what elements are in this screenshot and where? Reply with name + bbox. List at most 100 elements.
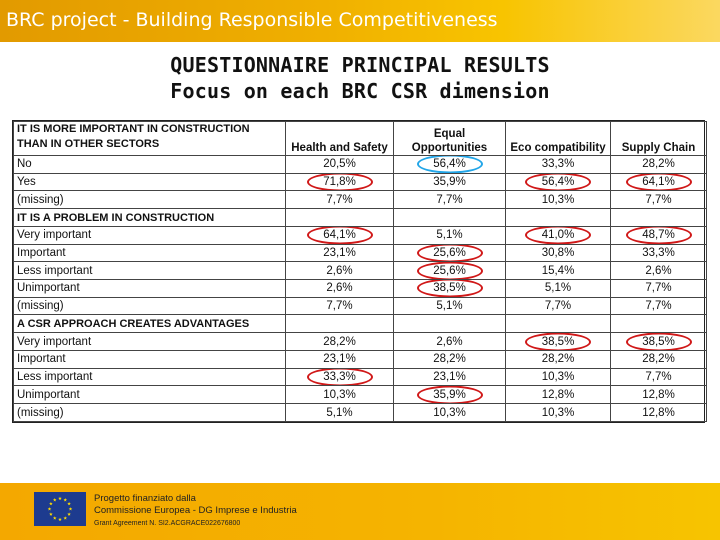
star-icon <box>52 498 57 502</box>
value-cell: 41,0% <box>505 225 611 245</box>
value-text: 38,5% <box>541 335 575 348</box>
value-cell: 7,7% <box>610 367 707 387</box>
value-cell: 10,3% <box>393 403 506 422</box>
value-cell: 7,7% <box>393 190 506 210</box>
value-text: 12,8% <box>642 406 675 419</box>
value-text: 10,3% <box>541 370 575 383</box>
star-icon <box>67 512 71 516</box>
value-text: 38,5% <box>642 335 675 348</box>
value-text: 12,8% <box>541 388 575 401</box>
table-row: (missing) 7,7% 5,1% 7,7% 7,7% <box>13 296 707 316</box>
row-label: Very important <box>13 332 286 351</box>
value-text: 56,4% <box>541 176 575 189</box>
row-label: Yes <box>13 172 286 192</box>
table-row: Less important 33,3% 23,1% 10,3% 7,7% <box>13 367 707 387</box>
value-text: 23,1% <box>323 353 356 366</box>
table-row: Yes 71,8% 35,9% 56,4% 64,1% <box>13 172 707 192</box>
section-row: A CSR APPROACH CREATES ADVANTAGES <box>13 314 707 334</box>
value-cell: 28,2% <box>393 349 506 369</box>
value-text: 33,3% <box>642 246 675 259</box>
table-row: No 20,5% 56,4% 33,3% 28,2% <box>13 155 707 174</box>
results-table: IT IS MORE IMPORTANT IN CONSTRUCTION THA… <box>13 121 707 422</box>
corner-line1: IT IS MORE IMPORTANT IN CONSTRUCTION <box>17 123 250 135</box>
value-cell: 56,4% <box>505 172 611 192</box>
value-cell: 2,6% <box>610 261 707 281</box>
star-icon <box>47 507 52 511</box>
row-label: Less important <box>13 261 286 281</box>
value-text: 2,6% <box>436 335 463 348</box>
value-cell: 12,8% <box>610 403 707 422</box>
value-cell: 38,5% <box>505 332 611 351</box>
slide-title: QUESTIONNAIRE PRINCIPAL RESULTS Focus on… <box>0 52 720 104</box>
value-text: 15,4% <box>541 264 575 277</box>
value-text: 28,2% <box>323 335 356 348</box>
value-text: 28,2% <box>433 353 466 366</box>
value-cell: 15,4% <box>505 261 611 281</box>
star-icon <box>63 516 68 520</box>
value-text: 28,2% <box>541 353 575 366</box>
empty-cell <box>393 314 506 334</box>
column-header: Health and Safety <box>285 121 394 156</box>
table-row: Very important 28,2% 2,6% 38,5% 38,5% <box>13 332 707 351</box>
value-text: 7,7% <box>436 193 463 206</box>
table-row: (missing) 5,1% 10,3% 10,3% 12,8% <box>13 403 707 422</box>
value-cell: 10,3% <box>505 403 611 422</box>
value-cell: 12,8% <box>505 385 611 405</box>
value-cell: 38,5% <box>393 279 506 298</box>
star-icon <box>68 507 73 511</box>
value-text: 33,3% <box>323 370 356 383</box>
star-icon <box>49 501 53 506</box>
value-cell: 5,1% <box>393 296 506 316</box>
value-text: 7,7% <box>326 300 353 313</box>
footer-line1: Progetto finanziato dalla <box>94 493 196 504</box>
row-label: Important <box>13 349 286 369</box>
value-cell: 33,3% <box>285 367 394 387</box>
value-cell: 28,2% <box>610 349 707 369</box>
star-icon <box>63 498 68 502</box>
footer-line2: Commissione Europea - DG Imprese e Indus… <box>94 505 297 516</box>
value-cell: 64,1% <box>285 225 394 245</box>
value-cell: 10,3% <box>285 385 394 405</box>
results-table-container: IT IS MORE IMPORTANT IN CONSTRUCTION THA… <box>12 120 707 423</box>
empty-cell <box>505 208 611 227</box>
value-cell: 2,6% <box>285 261 394 281</box>
value-text: 10,3% <box>541 193 575 206</box>
value-cell: 23,1% <box>285 349 394 369</box>
column-header: Equal Opportunities <box>393 121 506 156</box>
value-cell: 7,7% <box>285 190 394 210</box>
value-cell: 25,6% <box>393 243 506 263</box>
value-text: 25,6% <box>433 246 466 259</box>
value-cell: 5,1% <box>285 403 394 422</box>
project-title: BRC project - Building Responsible Compe… <box>6 9 498 31</box>
row-label: No <box>13 155 286 174</box>
table-row: Less important 2,6% 25,6% 15,4% 2,6% <box>13 261 707 281</box>
value-cell: 12,8% <box>610 385 707 405</box>
row-label: Unimportant <box>13 385 286 405</box>
column-header: Supply Chain <box>610 121 707 156</box>
header-bar: BRC project - Building Responsible Compe… <box>0 0 720 42</box>
empty-cell <box>610 208 707 227</box>
value-cell: 35,9% <box>393 172 506 192</box>
value-text: 7,7% <box>645 282 672 295</box>
value-text: 10,3% <box>433 406 466 419</box>
section-heading: A CSR APPROACH CREATES ADVANTAGES <box>13 314 286 334</box>
value-text: 10,3% <box>541 406 575 419</box>
value-cell: 2,6% <box>393 332 506 351</box>
slide-title-line2: Focus on each BRC CSR dimension <box>170 79 550 103</box>
value-cell: 28,2% <box>610 155 707 174</box>
row-label: (missing) <box>13 190 286 210</box>
value-text: 7,7% <box>326 193 353 206</box>
value-text: 23,1% <box>323 246 356 259</box>
value-cell: 28,2% <box>505 349 611 369</box>
table-row: Very important 64,1% 5,1% 41,0% 48,7% <box>13 225 707 245</box>
value-cell: 56,4% <box>393 155 506 174</box>
value-cell: 64,1% <box>610 172 707 192</box>
value-text: 5,1% <box>436 229 463 242</box>
section-heading: IT IS MORE IMPORTANT IN CONSTRUCTION THA… <box>13 121 286 156</box>
slide-title-line1: QUESTIONNAIRE PRINCIPAL RESULTS <box>170 53 550 77</box>
table-row: Unimportant 10,3% 35,9% 12,8% 12,8% <box>13 385 707 405</box>
value-text: 56,4% <box>433 158 466 171</box>
footer-grant-line: Grant Agreement N. SI2.ACGRACE022676800 <box>94 520 241 527</box>
value-cell: 30,8% <box>505 243 611 263</box>
value-text: 64,1% <box>642 176 675 189</box>
